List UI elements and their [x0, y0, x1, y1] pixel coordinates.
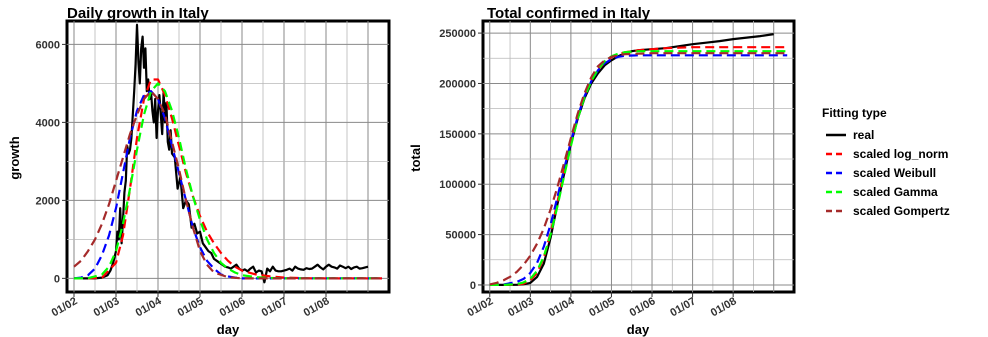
legend-label: real — [853, 128, 874, 142]
y-tick-label: 0 — [54, 273, 60, 285]
daily-growth-grid — [67, 21, 389, 292]
daily-growth-series — [73, 23, 382, 284]
daily-growth-x-label: day — [217, 322, 240, 337]
x-tick-label: 01/07 — [668, 295, 698, 319]
y-tick-label: 2000 — [36, 195, 60, 207]
series-line-scaled-gompertz — [489, 52, 788, 286]
legend-title: Fitting type — [822, 106, 887, 120]
daily-growth-panel: Daily growth in Italy 0 2000 4000 6000 01/0… — [7, 5, 391, 337]
x-tick-label: 01/06 — [218, 295, 248, 319]
series-line-scaled-gamma — [489, 50, 788, 286]
total-confirmed-panel: Total confirmed in Italy 0 50000 100000 150… — [408, 5, 796, 337]
x-tick-label: 01/08 — [302, 295, 332, 319]
total-confirmed-title: Total confirmed in Italy — [487, 5, 651, 22]
y-tick-label: 50000 — [445, 230, 476, 242]
series-line-scaled-gompertz — [73, 90, 382, 280]
daily-growth-x-ticks: 01/02 01/03 01/04 01/05 01/06 01/07 01/08 — [50, 292, 332, 319]
daily-growth-y-ticks: 0 2000 4000 6000 — [36, 39, 67, 285]
y-tick-label: 150000 — [439, 129, 476, 141]
legend-label: scaled Gompertz — [853, 204, 950, 218]
x-tick-label: 01/06 — [628, 295, 658, 319]
y-tick-label: 4000 — [36, 117, 60, 129]
legend-label: scaled log_norm — [853, 147, 948, 161]
x-tick-label: 01/07 — [260, 295, 290, 319]
y-tick-label: 100000 — [439, 179, 476, 191]
total-confirmed-y-ticks: 0 50000 100000 150000 200000 250000 — [439, 28, 483, 292]
total-confirmed-x-label: day — [627, 322, 650, 337]
series-line-real — [489, 33, 774, 286]
series-line-real — [74, 23, 369, 284]
legend-label: scaled Weibull — [853, 166, 936, 180]
daily-growth-plot-area — [65, 19, 391, 294]
total-confirmed-series — [489, 33, 788, 286]
x-tick-label: 01/02 — [50, 295, 80, 319]
legend-label: scaled Gamma — [853, 185, 938, 199]
x-tick-label: 01/02 — [465, 295, 495, 319]
total-confirmed-x-ticks: 01/02 01/03 01/04 01/05 01/06 01/07 01/08 — [465, 292, 739, 320]
series-line-scaled-weibull — [489, 54, 788, 286]
x-tick-label: 01/03 — [506, 295, 536, 319]
daily-growth-y-label: growth — [7, 136, 22, 179]
y-tick-label: 200000 — [439, 78, 476, 90]
daily-growth-title: Daily growth in Italy — [67, 5, 209, 22]
y-tick-label: 6000 — [36, 39, 60, 51]
x-tick-label: 01/05 — [587, 295, 617, 319]
total-confirmed-plot-area — [481, 19, 796, 294]
x-tick-label: 01/04 — [547, 295, 578, 320]
x-tick-label: 01/04 — [134, 295, 165, 320]
x-tick-label: 01/03 — [92, 295, 122, 319]
y-tick-label: 250000 — [439, 28, 476, 40]
total-confirmed-grid — [483, 21, 794, 292]
x-tick-label: 01/08 — [709, 295, 739, 319]
y-tick-label: 0 — [470, 280, 476, 292]
total-confirmed-y-label: total — [408, 144, 423, 171]
x-tick-label: 01/05 — [176, 295, 206, 319]
